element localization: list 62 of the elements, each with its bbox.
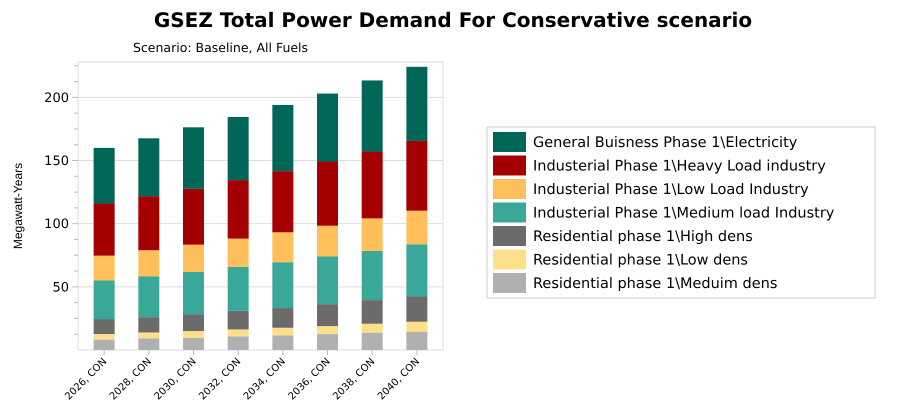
bar [182,314,204,332]
bar [94,203,115,256]
bar [138,138,160,196]
legend-label: Residential phase 1\Meduim dens [533,276,778,292]
y-tick-label: 200 [44,90,69,106]
legend-label: Industerial Phase 1\Heavy Load industry [533,158,826,175]
y-tick-label: 100 [44,217,69,232]
bar [272,308,294,328]
bar [182,272,204,314]
bar [406,140,428,211]
bar [272,328,294,336]
bar [94,334,115,340]
bar [138,250,160,276]
bar [317,162,338,226]
bar [182,127,204,189]
legend-label: General Buisness Phase 1\Electricity [533,135,798,152]
bar [228,266,249,311]
bar [182,244,204,272]
legend-label: Industerial Phase 1\Low Load Industry [533,182,810,198]
bar [138,196,160,250]
bar [317,256,338,304]
y-axis-title: Megawatt-Years [11,162,25,250]
bar [406,322,428,332]
bar [272,262,294,308]
bar [228,180,249,239]
bar [182,331,204,338]
bar [94,256,115,281]
bar [362,250,383,300]
y-tick-label: 50 [52,280,69,296]
bar [272,171,294,232]
bar [94,280,115,320]
y-tick-label: 150 [44,154,69,170]
bar [228,310,249,330]
bar [317,326,338,334]
bar [138,276,160,318]
bar [362,80,383,152]
chart-title: GSEZ Total Power Demand For Conservative scenario [154,8,752,32]
bar [228,329,249,336]
bar [317,304,338,326]
legend-label: Industerial Phase 1\Medium load Industry [533,206,835,222]
bar [317,226,338,257]
bar [362,218,383,251]
bar [406,244,428,296]
chart-subtitle: Scenario: Baseline, All Fuels [133,40,308,55]
bar [272,104,294,172]
bar [228,116,249,180]
bar [182,188,204,245]
legend-label: Residential phase 1\High dens [533,229,753,246]
bar [406,66,428,141]
bar [362,152,383,218]
bar [228,238,249,267]
bar [317,94,338,162]
bar [94,319,115,334]
bar [138,332,160,338]
bar [94,148,115,204]
bar [406,210,428,244]
bar [138,317,160,332]
bar [362,324,383,333]
bar [362,300,383,324]
bar [406,296,428,322]
legend-label: Residential phase 1\Low dens [533,252,748,269]
bar [272,232,294,262]
